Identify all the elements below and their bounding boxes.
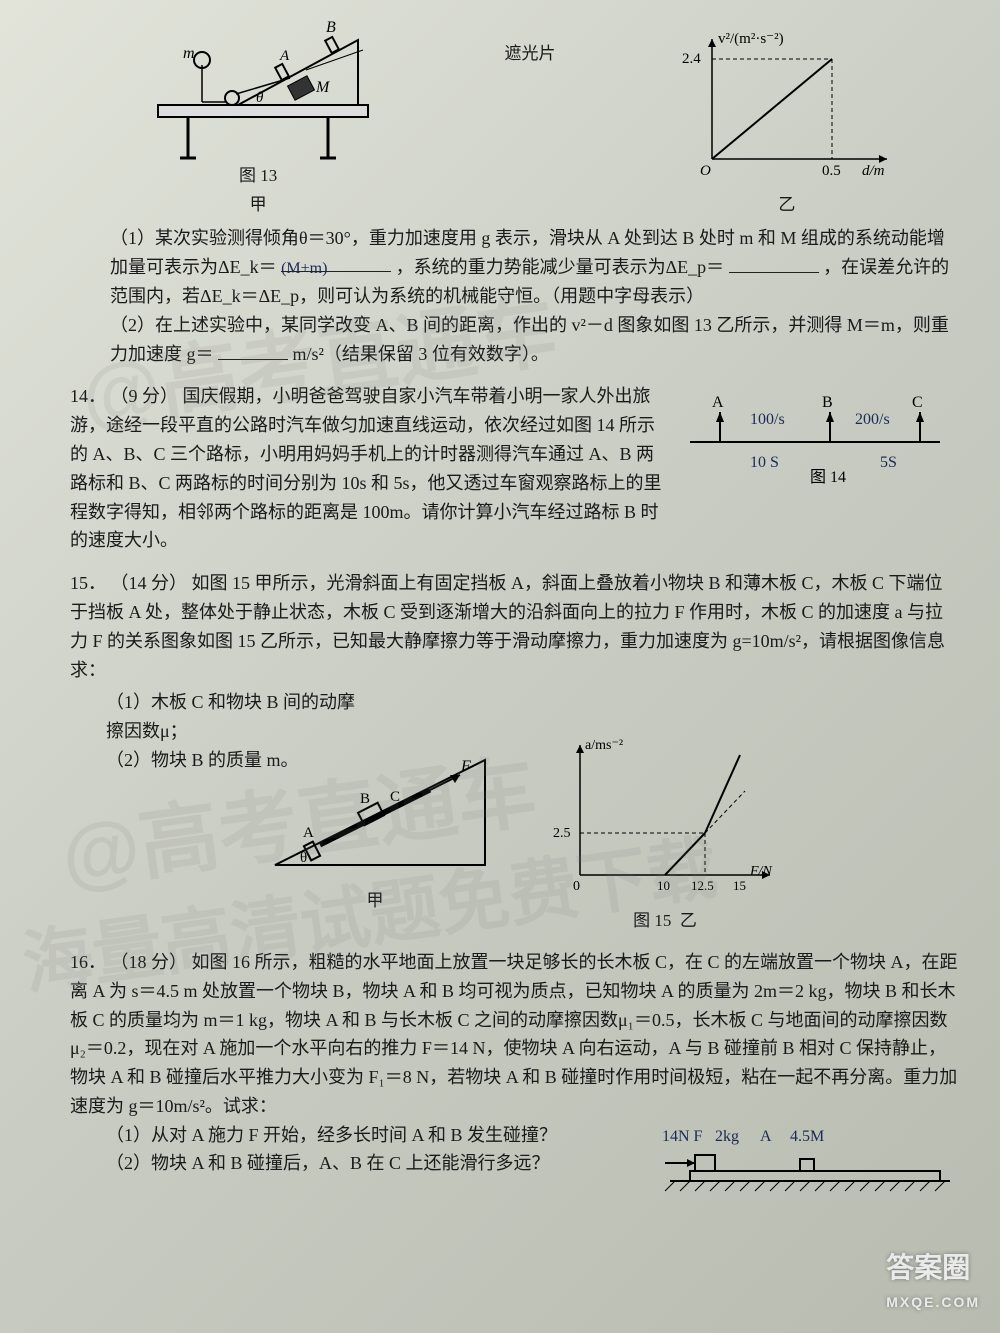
shade-label: 遮光片: [504, 10, 555, 67]
v2-d-chart-svg: 2.4 0.5 O v²/(m²·s⁻²) d/m: [672, 29, 902, 189]
hand-100: 100/s: [750, 411, 785, 428]
fig13-sub-yi: 乙: [672, 191, 902, 218]
x-tick-05: 0.5: [822, 163, 841, 179]
site-logo: 答案圈 MXQE.COM: [886, 1246, 980, 1313]
q13-body: （1）某次实验测得倾角θ＝30°，重力加速度用 g 表示，滑块从 A 处到达 B…: [70, 224, 960, 368]
fig15R-yval: 2.5: [553, 826, 571, 841]
fig15L-caption: 甲: [245, 887, 505, 914]
q13-2b: m/s²（结果保留 3 位有效数字）。: [293, 344, 549, 364]
exam-page: @高考直通车 @高考直通车 海量高清试题免费下载: [0, 0, 1000, 1333]
figure-13-left: m B A M θ 图 13 甲: [128, 10, 388, 218]
fig15L-F: F: [460, 758, 471, 775]
fig15L-C: C: [390, 789, 400, 805]
fig15L-svg: A B C F θ: [245, 735, 505, 885]
hand-5s: 5S: [880, 454, 897, 471]
fig15R-x10: 10: [657, 878, 670, 893]
q14-text: 国庆假期，小明爸爸驾驶自家小汽车带着小明一家人外出旅游，途经一段平直的公路时汽车…: [70, 386, 662, 550]
q15: 15． （14 分） 如图 15 甲所示，光滑斜面上有固定挡板 A，斜面上叠放着…: [70, 569, 960, 934]
q14-num: 14．: [70, 386, 106, 406]
q16-points: （18 分）: [111, 952, 188, 972]
hand-45m: 4.5M: [790, 1128, 824, 1145]
fig16-svg: 14N F 2kg A 4.5M: [660, 1121, 960, 1201]
hand-200: 200/s: [855, 411, 890, 428]
hand-A: A: [760, 1128, 772, 1145]
q14-points: （9 分）: [111, 386, 179, 406]
logo-sub: MXQE.COM: [886, 1291, 980, 1313]
q16-sub1: （1）从对 A 施力 F 开始，经多长时间 A 和 B 发生碰撞？: [70, 1121, 660, 1150]
hand-10s: 10 S: [750, 454, 779, 471]
label-A: A: [279, 48, 290, 64]
fig14-C: C: [912, 394, 923, 411]
fig13-sub-jia: 甲: [128, 191, 388, 218]
y-axis-label: v²/(m²·s⁻²): [718, 31, 784, 47]
figure-13-row: m B A M θ 图 13 甲 遮光片: [70, 10, 960, 218]
fig15-caption: 图 15: [633, 911, 671, 930]
q16-sub2: （2）物块 A 和 B 碰撞后，A、B 在 C 上还能滑行多远？: [70, 1149, 660, 1178]
figure-16: 14N F 2kg A 4.5M: [660, 1121, 960, 1201]
label-B: B: [326, 19, 336, 36]
figure-13-right: 2.4 0.5 O v²/(m²·s⁻²) d/m 乙: [672, 29, 902, 218]
label-M: M: [315, 79, 331, 96]
y-tick-24: 2.4: [682, 51, 701, 67]
blank-ep: [729, 254, 819, 273]
blank-ek: (M+m): [281, 253, 391, 272]
label-m: m: [183, 45, 195, 62]
fig15R-caption: 乙: [680, 911, 697, 930]
fig15R-yaxis: a/ms⁻²: [585, 738, 623, 753]
q16-text: 如图 16 所示，粗糙的水平地面上放置一块足够长的长木板 C，在 C 的左端放置…: [70, 952, 958, 1116]
fig14-B: B: [822, 394, 833, 411]
q14: 14． （9 分） 国庆假期，小明爸爸驾驶自家小汽车带着小明一家人外出旅游，途经…: [70, 382, 960, 555]
fig15R-origin: 0: [573, 879, 580, 894]
chart-origin: O: [700, 163, 711, 179]
fig15R-x125: 12.5: [691, 878, 714, 893]
fig14-caption: 图 14: [810, 469, 846, 486]
fig14-svg: A B C 100/s 200/s 10 S 5S 图 14: [680, 382, 950, 492]
blank-g: [218, 341, 288, 360]
q15-num: 15．: [70, 573, 106, 593]
fig13-caption: 图 13: [128, 162, 388, 189]
handwriting-ek: (M+m): [281, 260, 327, 277]
q16: 16． （18 分） 如图 16 所示，粗糙的水平地面上放置一块足够长的长木板 …: [70, 948, 960, 1201]
logo-main: 答案圈: [886, 1252, 970, 1283]
q15-text: 如图 15 甲所示，光滑斜面上有固定挡板 A，斜面上叠放着小物块 B 和薄木板 …: [70, 573, 945, 679]
fig15L-theta: θ: [300, 850, 307, 866]
figure-14: A B C 100/s 200/s 10 S 5S 图 14: [670, 382, 960, 555]
x-axis-label: d/m: [862, 163, 885, 179]
fig15R-x15: 15: [733, 878, 746, 893]
figure-15-left: A B C F θ 甲: [245, 735, 505, 934]
q13-1b: ，系统的重力势能减少量可表示为ΔE_p＝: [396, 257, 725, 277]
hand-14N: 14N F: [662, 1128, 703, 1145]
q16-num: 16．: [70, 952, 106, 972]
hand-2kg: 2kg: [715, 1128, 739, 1145]
q15-points: （14 分）: [111, 573, 188, 593]
fig15R-svg: a/ms⁻² 2.5 0 10 12.5 15 F/N: [545, 735, 785, 905]
label-theta: θ: [256, 90, 264, 106]
incline-pulley-svg: m B A M θ: [128, 10, 388, 160]
fig15R-xaxis: F/N: [749, 864, 772, 879]
fig15L-B: B: [360, 791, 370, 807]
fig14-A: A: [712, 394, 724, 411]
fig15L-A: A: [303, 825, 314, 841]
figure-15-right: a/ms⁻² 2.5 0 10 12.5 15 F/N 图 15 乙: [545, 735, 785, 934]
